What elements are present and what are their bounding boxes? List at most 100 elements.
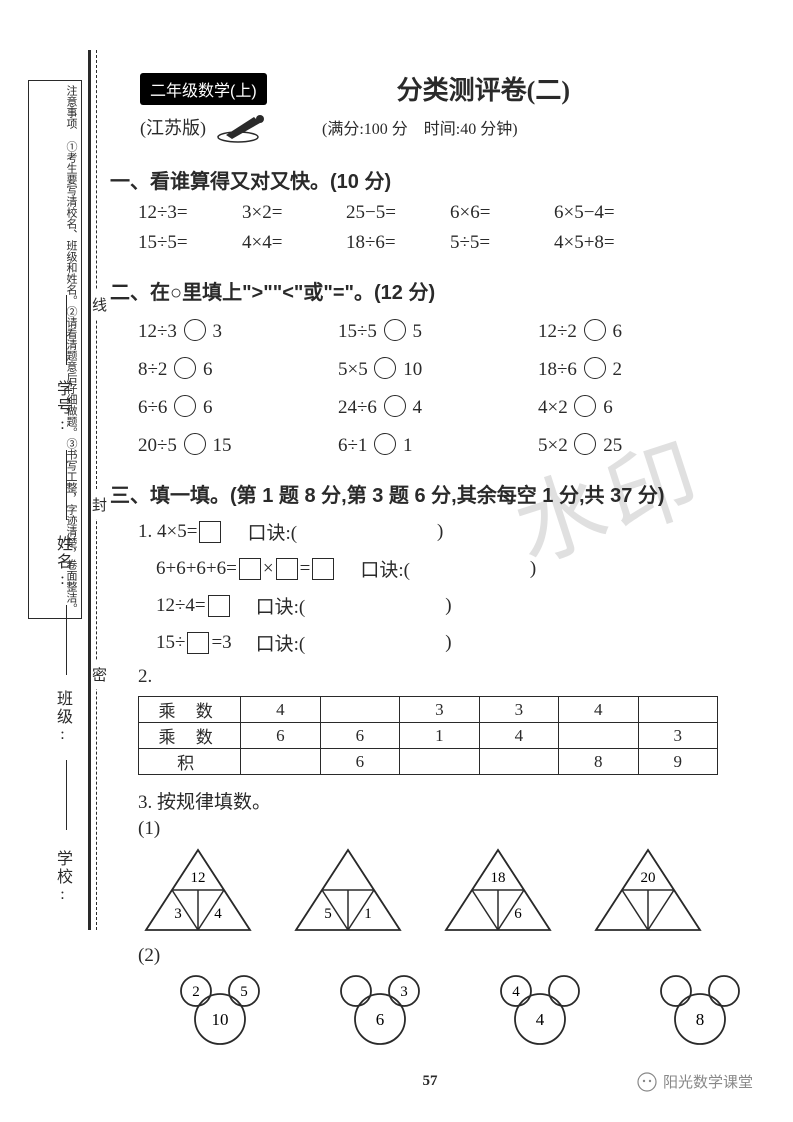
mickey-fig: 4 4	[490, 973, 590, 1047]
td	[638, 697, 717, 723]
side-class: 班级:	[50, 690, 74, 745]
mark-feng: 封	[92, 490, 107, 519]
table-row: 乘 数 4 3 3 4	[139, 697, 718, 723]
blank-box[interactable]	[239, 558, 261, 580]
compare-circle[interactable]	[584, 357, 606, 379]
txt: )	[437, 521, 443, 543]
compare-circle[interactable]	[574, 433, 596, 455]
s1-title: 一、看谁算得又对又快。(10 分)	[110, 165, 750, 194]
txt: =	[300, 558, 311, 580]
compare-item: 18÷6 2	[538, 357, 738, 381]
td: 4	[479, 723, 558, 749]
sub-header: (江苏版) (满分:100 分 时间:40 分钟)	[140, 111, 750, 143]
td: 6	[320, 749, 399, 775]
q3-3-title: 3. 按规律填数。	[138, 787, 750, 814]
pen-icon	[216, 111, 272, 143]
score-time: (满分:100 分 时间:40 分钟)	[322, 115, 518, 139]
side-line	[66, 450, 67, 520]
svg-text:4: 4	[214, 906, 222, 922]
blank-box[interactable]	[208, 595, 230, 617]
mickeys-row: 2 5 10 3 6 4 4 8	[170, 973, 750, 1052]
compare-item: 12÷2 6	[538, 319, 738, 343]
blank-box[interactable]	[199, 521, 221, 543]
td	[479, 749, 558, 775]
side-id: 学号:	[50, 380, 74, 435]
blank-box[interactable]	[312, 558, 334, 580]
th: 积	[139, 749, 241, 775]
svg-text:20: 20	[641, 870, 656, 886]
compare-item: 20÷5 15	[138, 433, 338, 457]
td	[241, 749, 320, 775]
svg-text:4: 4	[512, 984, 520, 1000]
compare-circle[interactable]	[184, 433, 206, 455]
triangle-fig: 5 1	[288, 846, 408, 934]
td: 4	[241, 697, 320, 723]
side-name: 姓名:	[50, 535, 74, 590]
compare-item: 6÷1 1	[338, 433, 538, 457]
compare-item: 15÷5 5	[338, 319, 538, 343]
svg-text:5: 5	[324, 906, 332, 922]
blank-box[interactable]	[187, 632, 209, 654]
td: 8	[559, 749, 638, 775]
td: 3	[400, 697, 479, 723]
q3-1: 1. 4×5= 口诀:( ) 6+6+6+6= × = 口诀:( ) 12÷4=…	[138, 518, 750, 656]
svg-text:6: 6	[514, 906, 522, 922]
compare-circle[interactable]	[374, 433, 396, 455]
eq: 4×5+8=	[554, 232, 615, 254]
txt: ×	[263, 558, 274, 580]
paper-title: 分类测评卷(二)	[397, 70, 570, 107]
triangles-row: 12 3 4 5 1 18 6 20	[138, 846, 750, 939]
eq: 6×6=	[450, 202, 554, 224]
eq: 25−5=	[346, 202, 450, 224]
triangle-fig: 12 3 4	[138, 846, 258, 934]
page-content: 二年级数学(上) 分类测评卷(二) (江苏版) (满分:100 分 时间:40 …	[110, 70, 750, 1052]
txt: 6+6+6+6=	[156, 558, 237, 580]
txt: 1. 4×5=	[138, 521, 197, 543]
mickey-fig: 8	[650, 973, 750, 1047]
compare-item: 5×2 25	[538, 433, 738, 457]
compare-circle[interactable]	[574, 395, 596, 417]
s1-row2: 15÷5= 4×4= 18÷6= 5÷5= 4×5+8=	[138, 232, 750, 254]
compare-circle[interactable]	[174, 357, 196, 379]
compare-circle[interactable]	[384, 319, 406, 341]
mickey-fig: 2 5 10	[170, 973, 270, 1047]
q3-sub1: (1)	[138, 818, 750, 840]
txt: )	[530, 558, 536, 580]
td	[320, 697, 399, 723]
edition: (江苏版)	[140, 114, 206, 140]
th: 乘 数	[139, 723, 241, 749]
grade-chip: 二年级数学(上)	[140, 73, 267, 105]
triangle-fig: 18 6	[438, 846, 558, 934]
compare-circle[interactable]	[184, 319, 206, 341]
svg-text:4: 4	[536, 1010, 545, 1029]
td: 6	[320, 723, 399, 749]
td: 3	[479, 697, 558, 723]
compare-item: 24÷6 4	[338, 395, 538, 419]
compare-item: 12÷3 3	[138, 319, 338, 343]
table-row: 乘 数 6 6 1 4 3	[139, 723, 718, 749]
compare-circle[interactable]	[174, 395, 196, 417]
eq: 5÷5=	[450, 232, 554, 254]
th: 乘 数	[139, 697, 241, 723]
td	[400, 749, 479, 775]
mark-xian: 线	[92, 290, 107, 319]
svg-text:6: 6	[376, 1010, 385, 1029]
txt: 12÷4=	[156, 595, 206, 617]
svg-text:10: 10	[212, 1010, 229, 1029]
txt: 15÷	[156, 632, 185, 654]
q3-2-label: 2.	[138, 666, 750, 688]
compare-item: 5×5 10	[338, 357, 538, 381]
td: 6	[241, 723, 320, 749]
compare-circle[interactable]	[384, 395, 406, 417]
compare-circle[interactable]	[584, 319, 606, 341]
compare-circle[interactable]	[374, 357, 396, 379]
s3-title: 三、填一填。(第 1 题 8 分,第 3 题 6 分,其余每空 1 分,共 37…	[110, 479, 750, 508]
blank-box[interactable]	[276, 558, 298, 580]
svg-text:12: 12	[191, 870, 206, 886]
eq: 12÷3=	[138, 202, 242, 224]
q3-sub2: (2)	[138, 945, 750, 967]
td: 9	[638, 749, 717, 775]
factor-table: 乘 数 4 3 3 4 乘 数 6 6 1 4 3 积 6 8 9	[138, 696, 718, 775]
header: 二年级数学(上) 分类测评卷(二)	[140, 70, 750, 107]
svg-text:1: 1	[364, 906, 372, 922]
